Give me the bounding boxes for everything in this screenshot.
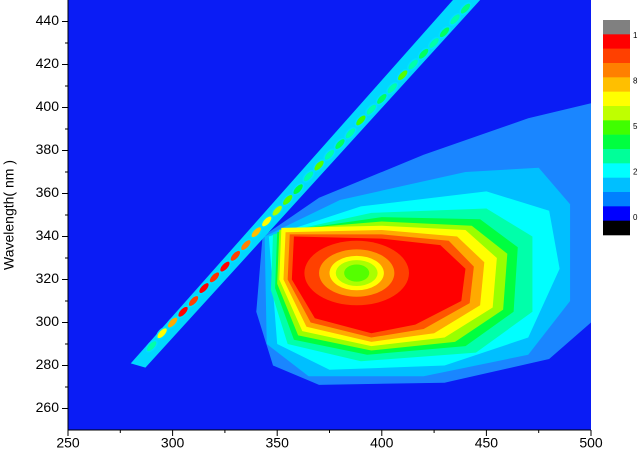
x-tick-label: 300 — [161, 435, 185, 451]
scatter-bead — [281, 193, 294, 207]
colorbar-swatch — [603, 192, 630, 207]
x-tick-label: 400 — [370, 435, 394, 451]
scatter-bead — [344, 126, 357, 140]
scatter-bead — [239, 238, 252, 252]
y-tick-label: 320 — [36, 270, 60, 286]
scatter-bead — [155, 326, 169, 340]
y-tick-label: 400 — [36, 98, 60, 114]
scatter-bead — [197, 281, 211, 295]
scatter-bead — [459, 2, 472, 15]
x-tick-label: 450 — [475, 435, 499, 451]
colorbar-swatch — [603, 134, 630, 150]
scatter-bead — [166, 316, 179, 329]
colorbar-swatch — [603, 91, 630, 107]
scatter-bead — [260, 215, 273, 228]
colorbar-swatch — [603, 149, 630, 164]
axes: 260 280 300 320 340 360 380 400 420 440 250 300 350 4… — [36, 0, 603, 451]
scatter-bead — [438, 25, 451, 39]
colorbar-swatch — [603, 63, 630, 78]
colorbar-label: 1 — [633, 31, 638, 40]
scatter-bead — [187, 294, 200, 308]
scatter-bead — [302, 169, 315, 183]
colorbar-label: 5 — [633, 122, 638, 131]
scatter-bead — [427, 36, 441, 50]
scatter-bead — [386, 81, 399, 95]
colorbar-swatch — [603, 20, 630, 35]
colorbar-swatch — [603, 77, 630, 92]
colorbar-swatch — [603, 163, 630, 178]
y-tick-label: 340 — [36, 227, 60, 243]
x-tick-label: 350 — [266, 435, 290, 451]
x-tick-label: 500 — [579, 435, 603, 451]
scatter-bead — [208, 270, 221, 284]
colorbar-swatch — [603, 220, 630, 236]
y-tick-label: 360 — [36, 184, 60, 200]
scatter-bead — [323, 148, 336, 162]
scatter-bead — [333, 137, 347, 151]
scatter-bead — [354, 114, 368, 127]
y-tick-label: 260 — [36, 399, 60, 415]
scatter-bead — [375, 92, 388, 106]
colorbar-swatch — [603, 106, 630, 121]
colorbar-swatch — [603, 206, 630, 221]
scatter-bead — [448, 12, 462, 26]
scatter-bead — [250, 225, 263, 239]
y-tick-label: 280 — [36, 356, 60, 372]
scatter-bead — [176, 305, 190, 319]
colorbar-label: 0 — [633, 213, 638, 222]
scatter-bead — [145, 339, 158, 353]
scatter-bead — [312, 159, 326, 172]
plot-area — [68, 0, 591, 430]
scatter-bead — [407, 58, 420, 71]
scatter-bead — [271, 204, 284, 218]
y-tick-label: 420 — [36, 55, 60, 71]
scatter-bead — [396, 68, 409, 82]
scatter-bead — [291, 182, 305, 196]
contour-ring — [344, 264, 370, 282]
colorbar-label: 8 — [633, 77, 638, 86]
scatter-bead — [218, 260, 232, 273]
y-tick-label: 440 — [36, 12, 60, 28]
scatter-bead — [229, 249, 242, 263]
y-tick-label: 300 — [36, 313, 60, 329]
colorbar-swatch — [603, 48, 630, 64]
y-axis-label: Wavelength( nm ) — [1, 160, 17, 270]
scatter-bead — [365, 103, 378, 117]
colorbar-label: 2 — [633, 168, 638, 177]
y-tick-label: 380 — [36, 141, 60, 157]
colorbar-swatch — [603, 177, 630, 193]
scatter-bead — [417, 47, 430, 61]
x-tick-label: 250 — [56, 435, 80, 451]
colorbar-swatch — [603, 34, 630, 49]
colorbar-swatch — [603, 120, 630, 135]
